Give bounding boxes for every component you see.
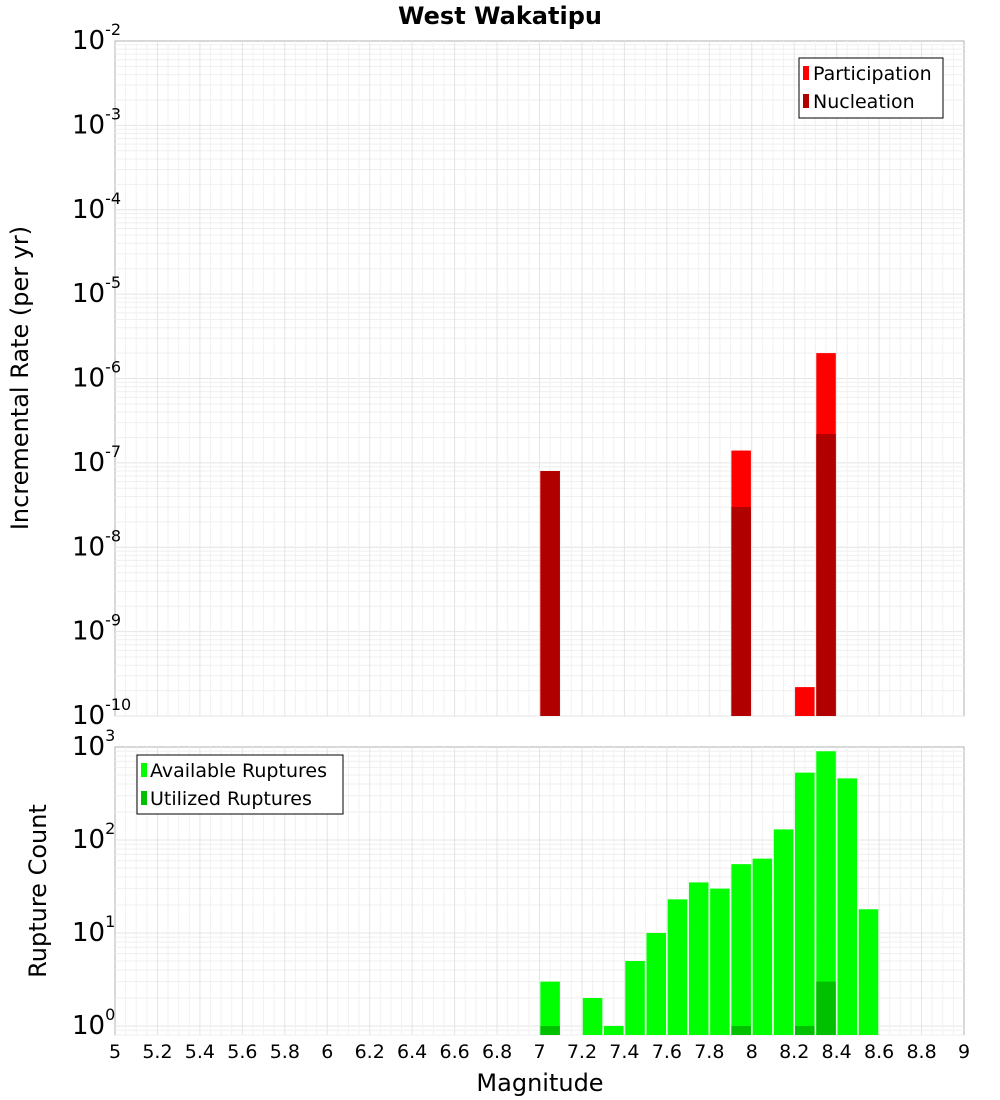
bottom-y-tick-label: 103: [72, 726, 115, 762]
participation-bar: [795, 687, 815, 716]
available-ruptures-bar: [816, 751, 836, 1035]
x-tick-label: 8.8: [906, 1041, 936, 1063]
x-tick-label: 8.2: [779, 1041, 809, 1063]
available-ruptures-bar: [837, 778, 858, 1035]
nucleation-legend-swatch: [803, 94, 809, 108]
utilized-ruptures-legend-label: Utilized Ruptures: [150, 788, 312, 810]
x-tick-label: 6.4: [397, 1041, 427, 1063]
bottom-bars: [540, 751, 879, 1035]
nucleation-bar: [816, 433, 836, 716]
x-tick-label: 6.6: [439, 1041, 469, 1063]
chart-title: West Wakatipu: [398, 2, 602, 30]
bottom-y-tick-label: 102: [72, 819, 115, 855]
utilized-ruptures-bar: [795, 1025, 815, 1035]
available-ruptures-bar: [688, 882, 709, 1035]
x-tick-label: 7.4: [609, 1041, 639, 1063]
bottom-plot-panel: 100 101 102 103 5 5.2 5.4 5.6 5.8 6 6.2 6.4 6.6 6.8 7…: [24, 726, 970, 1097]
bottom-y-tick-label: 100: [72, 1005, 115, 1041]
top-y-tick-label: 10-2: [72, 20, 121, 56]
available-ruptures-bar: [773, 829, 794, 1035]
bottom-y-tick-labels: 100 101 102 103: [72, 726, 115, 1041]
top-y-tick-label: 10-3: [72, 104, 121, 140]
available-ruptures-legend-label: Available Ruptures: [150, 760, 327, 782]
top-y-tick-label: 10-9: [72, 611, 121, 647]
top-y-tick-label: 10-8: [72, 526, 121, 562]
available-ruptures-bar: [540, 981, 560, 1035]
x-tick-label: 7.8: [694, 1041, 724, 1063]
bottom-y-tick-label: 101: [72, 912, 115, 948]
x-tick-label: 7.2: [567, 1041, 597, 1063]
x-tick-label: 5.4: [185, 1041, 215, 1063]
participation-legend-label: Participation: [813, 63, 932, 85]
nucleation-bar: [731, 506, 751, 716]
top-y-tick-label: 10-6: [72, 358, 121, 394]
top-plot-panel: 10-10 10-9 10-8 10-7 10-6 10-5 10-4 10-3 10-2 In…: [6, 20, 965, 731]
top-y-tick-label: 10-10: [72, 695, 131, 731]
utilized-ruptures-bar: [816, 981, 836, 1035]
nucleation-bar: [540, 471, 560, 716]
available-ruptures-bar: [667, 899, 688, 1035]
available-ruptures-bar: [646, 932, 667, 1035]
x-tick-label: 9: [958, 1041, 970, 1063]
x-tick-label: 6: [321, 1041, 333, 1063]
bottom-y-axis-label: Rupture Count: [24, 804, 52, 978]
top-y-axis-label: Incremental Rate (per yr): [6, 226, 34, 530]
utilized-ruptures-legend-swatch: [141, 791, 147, 805]
x-tick-label: 8.4: [822, 1041, 852, 1063]
x-tick-label: 5.8: [270, 1041, 300, 1063]
bottom-legend: Available Ruptures Utilized Ruptures: [136, 754, 344, 815]
available-ruptures-bar: [752, 858, 773, 1035]
x-tick-label: 8.6: [864, 1041, 894, 1063]
available-ruptures-bar: [731, 864, 751, 1035]
available-ruptures-bar: [625, 960, 645, 1035]
x-tick-label: 6.8: [482, 1041, 512, 1063]
top-bars: [540, 353, 836, 716]
available-ruptures-bar: [604, 1025, 624, 1035]
utilized-ruptures-bar: [731, 1025, 751, 1035]
top-gridlines: [115, 41, 964, 717]
x-tick-label: 5: [109, 1041, 121, 1063]
x-tick-label: 5.2: [142, 1041, 172, 1063]
nucleation-legend-label: Nucleation: [813, 91, 915, 113]
top-y-tick-labels: 10-10 10-9 10-8 10-7 10-6 10-5 10-4 10-3 10-2: [72, 20, 131, 731]
top-y-tick-label: 10-5: [72, 273, 121, 309]
x-tick-label: 7.6: [652, 1041, 682, 1063]
available-ruptures-bar: [710, 888, 730, 1035]
participation-legend-swatch: [803, 66, 809, 80]
x-tick-label: 8: [746, 1041, 758, 1063]
x-tick-labels: 5 5.2 5.4 5.6 5.8 6 6.2 6.4 6.6 6.8 7 7.2 7.4 7.6 7.8 8…: [109, 1041, 970, 1063]
available-ruptures-bar: [582, 997, 603, 1035]
x-tick-label: 7: [533, 1041, 545, 1063]
x-tick-label: 5.6: [227, 1041, 257, 1063]
utilized-ruptures-bar: [540, 1025, 560, 1035]
top-y-tick-label: 10-4: [72, 189, 121, 225]
available-ruptures-bar: [795, 772, 815, 1035]
x-axis-label: Magnitude: [476, 1069, 603, 1097]
available-ruptures-legend-swatch: [141, 763, 147, 777]
top-legend-box: [798, 57, 944, 119]
bottom-legend-box: [136, 754, 344, 815]
available-ruptures-bar: [858, 909, 879, 1035]
top-legend: Participation Nucleation: [798, 57, 944, 119]
x-tick-label: 6.2: [355, 1041, 385, 1063]
top-y-tick-label: 10-7: [72, 442, 121, 478]
